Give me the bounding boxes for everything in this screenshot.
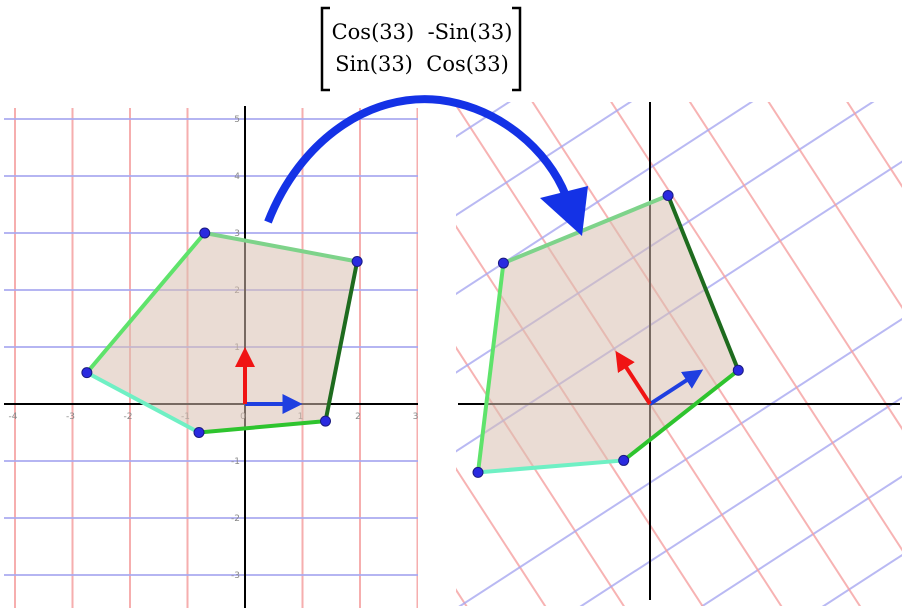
- polygon-vertex: [193, 427, 205, 438]
- transform-arrow-head: [540, 186, 588, 236]
- y-tick-label: 5: [234, 115, 240, 125]
- rotated-grid-line-blue: [456, 102, 511, 138]
- polygon-edge: [202, 231, 360, 264]
- polygon-vertex: [81, 367, 93, 379]
- polygon-edge: [476, 261, 506, 475]
- right-basis-vectors: [615, 350, 704, 406]
- polygon-vertex: [199, 227, 211, 239]
- transform-arrow: [264, 95, 588, 236]
- polygon-edge: [666, 193, 741, 373]
- polygon-fill: [478, 195, 739, 473]
- polygon-vertex: [732, 364, 744, 376]
- matrix-cell-21: Sin(33): [335, 52, 413, 76]
- y-tick-label: -3: [231, 571, 240, 581]
- rotated-grid-line-red: [688, 102, 902, 431]
- polygon-vertex: [320, 415, 331, 427]
- y-tick-label: 4: [234, 172, 240, 182]
- rotated-grid-line-red: [456, 345, 625, 606]
- matrix-cell-11: Cos(33): [331, 20, 415, 44]
- polygon-vertex: [618, 454, 630, 466]
- y-tick-label: -2: [231, 514, 240, 524]
- left-bracket: [320, 6, 330, 92]
- polygon-edge: [84, 231, 207, 375]
- polygon-vertex: [351, 256, 363, 267]
- x-tick-label: 3: [413, 412, 419, 422]
- rotated-grid-line-red: [456, 588, 468, 606]
- rotated-polygon: [472, 190, 744, 478]
- polygon-edge: [621, 368, 741, 463]
- polygon-edge: [197, 419, 328, 435]
- rotated-i-hat-vector: [648, 369, 704, 406]
- x-tick-label: -2: [124, 412, 133, 422]
- polygon-edge: [476, 458, 626, 475]
- polygon-vertex: [497, 257, 509, 269]
- rotated-j-hat-vector: [615, 350, 652, 406]
- x-tick-label: 2: [355, 412, 361, 422]
- polygon-edge: [323, 259, 360, 424]
- rotated-grid-line-blue: [309, 471, 904, 614]
- y-tick-label: 3: [234, 229, 240, 239]
- polygon-edge: [501, 193, 671, 266]
- matrix-brackets: [320, 6, 522, 92]
- matrix-cell-22: Cos(33): [426, 52, 509, 76]
- rotated-grid-line-blue: [345, 526, 904, 614]
- rotation-matrix: Cos(33) -Sin(33) Sin(33) Cos(33): [316, 6, 528, 92]
- rotated-grid-line-red: [610, 102, 902, 552]
- polygon-fill: [86, 233, 358, 433]
- rotated-grid-line-red: [767, 102, 902, 310]
- original-plot: -4-3-2-1012354321-1-2-3: [4, 106, 418, 608]
- matrix-row-1: Cos(33) -Sin(33): [316, 20, 528, 44]
- x-tick-label: -4: [9, 412, 18, 422]
- left-basis-vectors: [235, 347, 303, 414]
- y-tick-label: -1: [231, 457, 240, 467]
- rotated-grid-line-red: [456, 466, 547, 606]
- right-bracket: [512, 6, 522, 92]
- polygon-edge: [84, 370, 201, 435]
- polygon-vertex: [472, 466, 484, 478]
- original-polygon: [81, 227, 363, 438]
- matrix-row-2: Sin(33) Cos(33): [316, 52, 528, 76]
- polygon-vertex: [662, 190, 674, 202]
- x-tick-label: -3: [66, 412, 75, 422]
- matrix-cell-12: -Sin(33): [427, 20, 513, 44]
